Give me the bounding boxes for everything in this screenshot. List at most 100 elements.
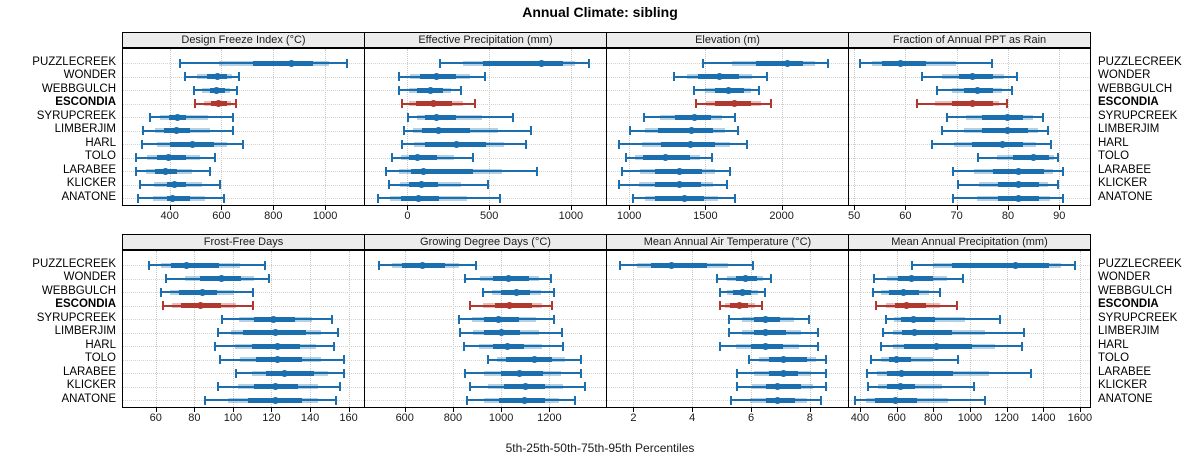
gridline-vertical (194, 251, 196, 407)
axis-tick (1043, 408, 1045, 412)
median-dot (897, 369, 905, 377)
gridline-vertical (633, 251, 635, 407)
interquartile-band (753, 330, 787, 335)
whisker-cap-5th (977, 153, 980, 162)
axis-tick-label: 600 (887, 412, 906, 424)
gridline-horizontal (607, 157, 848, 159)
whisker-line (867, 385, 976, 388)
whisker-cap-5th (463, 274, 466, 283)
whisker-cap-5th (219, 355, 222, 364)
whisker-cap-95th (826, 58, 829, 68)
whisker-cap-5th (161, 301, 164, 310)
site-label-right-harl: HARL (1098, 338, 1129, 351)
whisker-cap-5th (148, 260, 151, 270)
median-dot (1030, 154, 1038, 161)
gridline-vertical (310, 251, 312, 407)
site-label-right-larabee: LARABEE (1098, 163, 1152, 176)
whisker-cap-5th (624, 153, 627, 162)
whisker-cap-95th (579, 368, 582, 378)
axis-tick-label: 800 (924, 412, 943, 424)
gridline-vertical (407, 49, 409, 205)
whisker-cap-95th (331, 314, 334, 324)
whisker-cap-95th (214, 153, 217, 162)
whisker-cap-5th (870, 355, 873, 364)
whisker-cap-95th (760, 301, 763, 310)
site-label-left-anatone: ANATONE (61, 190, 116, 203)
whisker-cap-5th (457, 314, 460, 324)
panel-header-growing-degree-days-c: Growing Degree Days (°C) (364, 234, 607, 250)
median-dot (497, 329, 505, 336)
whisker-cap-95th (498, 193, 501, 203)
gridline-vertical (169, 49, 171, 205)
whisker-cap-95th (1046, 126, 1049, 135)
axis-tick (155, 408, 157, 412)
median-dot (215, 100, 223, 107)
site-label-left-escondia: ESCONDIA (55, 298, 116, 310)
whisker-cap-5th (941, 126, 944, 135)
axis-tick-label: 80 (188, 412, 201, 424)
median-dot (999, 140, 1007, 148)
interquartile-band (409, 155, 437, 160)
axis-tick (348, 408, 350, 412)
whisker-cap-95th (237, 72, 240, 81)
median-dot (900, 288, 908, 296)
whisker-line (387, 183, 490, 186)
median-dot (668, 261, 676, 269)
median-dot (909, 315, 917, 323)
whisker-cap-95th (1041, 112, 1044, 122)
whisker-cap-95th (765, 72, 768, 81)
whisker-cap-95th (529, 126, 532, 135)
whisker-cap-95th (984, 395, 987, 405)
gridline-horizontal (123, 157, 364, 159)
median-dot (715, 73, 723, 80)
interquartile-band (889, 357, 912, 362)
site-label-left-larabee: LARABEE (62, 365, 116, 378)
whisker-cap-5th (398, 85, 401, 95)
axis-tick (549, 408, 551, 412)
median-dot (213, 86, 221, 94)
axis-tick-label: 1000 (957, 412, 983, 424)
median-dot (680, 194, 688, 202)
axis-tick (809, 408, 811, 412)
gridline-horizontal (123, 130, 364, 132)
whisker-cap-5th (702, 58, 705, 68)
gridline-horizontal (365, 265, 606, 266)
site-label-left-anatone: ANATONE (61, 392, 116, 405)
site-label-left-puzzlecreek: PUZZLECREEK (32, 257, 116, 270)
axis-tick (854, 206, 856, 210)
whisker-cap-95th (746, 139, 749, 149)
whisker-cap-95th (726, 180, 729, 189)
median-dot (907, 275, 915, 282)
gridline-horizontal (849, 305, 1090, 307)
whisker-cap-95th (219, 180, 222, 189)
gridline-horizontal (365, 157, 606, 159)
gridline-vertical (896, 251, 898, 407)
axis-tick-label: 60 (899, 210, 912, 222)
median-dot (217, 275, 225, 282)
axis-tick-label: 90 (1053, 210, 1066, 222)
median-dot (779, 356, 787, 363)
site-label-right-tolo: TOLO (1098, 150, 1130, 162)
axis-tick-label: 70 (950, 210, 963, 222)
whisker-cap-95th (1005, 99, 1008, 108)
gridline-horizontal (849, 359, 1090, 361)
whisker-cap-5th (183, 72, 186, 81)
whisker-cap-5th (217, 382, 220, 391)
median-dot (686, 140, 694, 148)
whisker-cap-95th (763, 287, 766, 297)
site-label-left-wonder: WONDER (63, 69, 116, 81)
gridline-horizontal (123, 171, 364, 172)
whisker-cap-95th (1021, 341, 1024, 351)
whisker-cap-95th (1057, 153, 1060, 162)
median-dot (762, 342, 770, 350)
whisker-cap-95th (825, 355, 828, 364)
whisker-cap-5th (951, 166, 954, 176)
whisker-cap-95th (1062, 166, 1065, 176)
gridline-vertical (859, 251, 861, 407)
axis-tick-label: 1000 (558, 210, 584, 222)
whisker-cap-5th (718, 287, 721, 297)
median-dot (1014, 181, 1022, 188)
axis-tick (310, 408, 312, 412)
axis-tick (221, 206, 223, 210)
axis-tick (407, 206, 409, 210)
